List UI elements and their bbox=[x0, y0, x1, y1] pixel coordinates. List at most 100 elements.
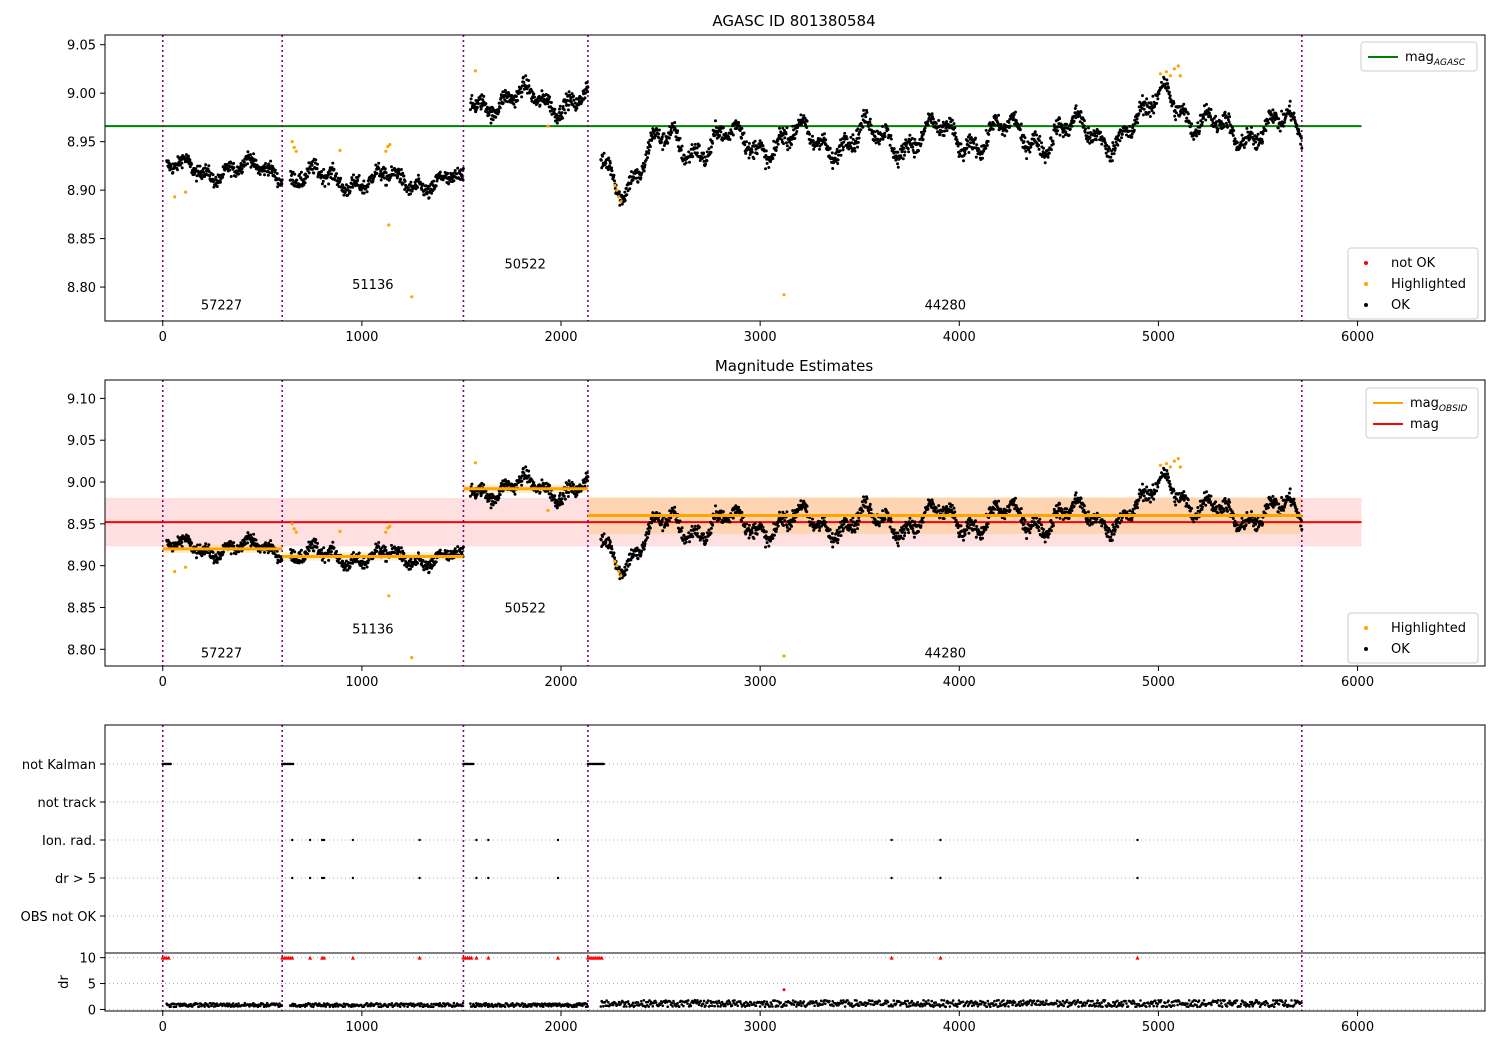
ok-point bbox=[1040, 141, 1043, 145]
ok-point bbox=[635, 168, 639, 172]
ok-point bbox=[1003, 517, 1007, 521]
ok-point bbox=[1182, 102, 1186, 106]
ok-point bbox=[212, 178, 216, 182]
ok-point bbox=[532, 481, 536, 485]
ok-point bbox=[1250, 132, 1254, 135]
ok-point bbox=[950, 124, 953, 128]
ok-point bbox=[991, 511, 995, 515]
ok-point bbox=[940, 130, 944, 133]
ok-point bbox=[1142, 103, 1146, 107]
ok-point bbox=[993, 123, 997, 127]
ok-point bbox=[1065, 507, 1069, 511]
ok-point bbox=[1035, 133, 1038, 137]
ok-point bbox=[1049, 148, 1053, 152]
ok-point bbox=[786, 529, 790, 533]
ok-point bbox=[849, 135, 853, 139]
ok-point bbox=[974, 155, 978, 159]
ok-point bbox=[501, 101, 505, 105]
ok-point bbox=[1162, 77, 1166, 81]
ok-point bbox=[850, 141, 854, 145]
ok-point bbox=[1264, 129, 1268, 133]
ok-point bbox=[180, 545, 184, 548]
ok-point bbox=[1231, 126, 1234, 130]
ok-point bbox=[847, 147, 851, 151]
ok-point bbox=[888, 525, 892, 529]
ok-point bbox=[896, 162, 899, 166]
ok-point bbox=[856, 145, 859, 149]
ok-point bbox=[1031, 142, 1035, 146]
ok-point bbox=[1289, 118, 1293, 122]
ok-point bbox=[802, 114, 806, 118]
ok-point bbox=[335, 549, 338, 553]
ok-point bbox=[320, 170, 324, 173]
ok-point bbox=[617, 565, 621, 569]
ok-point bbox=[604, 161, 608, 165]
ok-point bbox=[484, 102, 488, 106]
ok-point bbox=[585, 471, 589, 475]
ok-point bbox=[926, 120, 930, 124]
ok-point bbox=[1037, 525, 1041, 529]
ok-point bbox=[623, 565, 627, 569]
ok-point bbox=[1130, 132, 1134, 136]
ok-point bbox=[765, 541, 769, 545]
ok-point bbox=[320, 558, 324, 562]
ok-point bbox=[401, 181, 405, 185]
ok-point bbox=[853, 528, 857, 532]
ok-point bbox=[1269, 112, 1273, 116]
ok-point bbox=[743, 143, 747, 147]
ok-point bbox=[737, 121, 741, 124]
ok-point bbox=[811, 517, 814, 521]
ok-point bbox=[1072, 119, 1076, 123]
ok-point bbox=[975, 143, 979, 147]
ok-point bbox=[617, 190, 621, 194]
ok-point bbox=[760, 141, 764, 145]
ok-point bbox=[738, 124, 742, 128]
ok-point bbox=[299, 548, 303, 552]
ok-point bbox=[963, 150, 967, 154]
ok-point bbox=[643, 165, 647, 169]
ok-point bbox=[776, 524, 780, 528]
ok-point bbox=[190, 162, 193, 166]
ok-point bbox=[660, 140, 663, 144]
highlighted-point bbox=[615, 188, 619, 192]
ok-point bbox=[771, 536, 775, 540]
ok-point bbox=[426, 187, 430, 191]
ok-point bbox=[958, 533, 962, 537]
ok-point bbox=[760, 523, 764, 527]
ok-point bbox=[367, 558, 371, 562]
ok-point bbox=[169, 543, 173, 547]
ok-point bbox=[346, 193, 350, 197]
ok-point bbox=[312, 549, 316, 553]
ok-point bbox=[1150, 109, 1154, 113]
ok-point bbox=[811, 139, 815, 143]
ok-point bbox=[737, 505, 741, 509]
ok-point bbox=[567, 90, 571, 94]
ok-point bbox=[785, 144, 789, 148]
ok-point bbox=[264, 541, 268, 545]
ok-point bbox=[988, 121, 992, 125]
ok-point bbox=[314, 158, 318, 162]
ok-point bbox=[390, 543, 393, 547]
ok-point bbox=[352, 551, 355, 554]
ok-point bbox=[1086, 139, 1090, 143]
ok-point bbox=[221, 553, 225, 557]
ok-point bbox=[1167, 90, 1171, 94]
ok-point bbox=[1152, 111, 1156, 115]
ok-point bbox=[384, 171, 388, 175]
highlighted-point bbox=[1158, 72, 1162, 76]
ok-point bbox=[701, 536, 705, 540]
ok-point bbox=[687, 150, 691, 154]
ok-point bbox=[1022, 522, 1026, 526]
ok-point bbox=[910, 136, 914, 140]
ok-point bbox=[646, 146, 650, 149]
ok-point bbox=[402, 551, 406, 555]
ok-point bbox=[1137, 112, 1141, 116]
ok-point bbox=[409, 192, 412, 196]
ok-point bbox=[198, 543, 202, 547]
ok-point bbox=[906, 528, 910, 532]
ok-point bbox=[1173, 114, 1177, 118]
ok-point bbox=[1065, 122, 1069, 126]
ok-point bbox=[416, 185, 419, 189]
ok-point bbox=[460, 175, 464, 179]
ok-point bbox=[1003, 134, 1007, 138]
